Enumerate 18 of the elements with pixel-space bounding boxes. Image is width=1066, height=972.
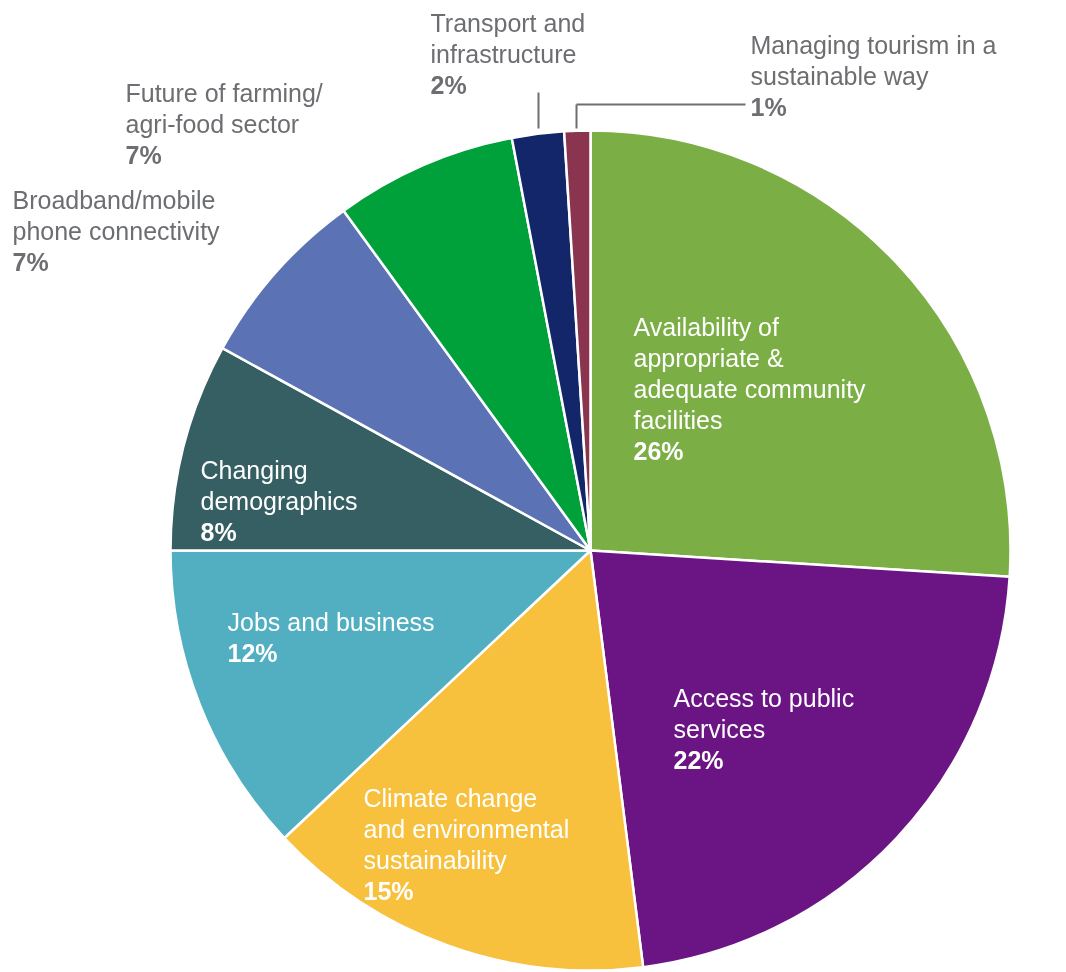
slice-label: Access to public services [673, 683, 855, 743]
data-label: 15% [363, 876, 414, 905]
slice-label: Climate change and environmental sustainability [363, 783, 570, 874]
data-label: 8% [200, 517, 237, 546]
data-label: 26% [633, 436, 684, 465]
slice-label: Broadband/mobile phone connectivity [12, 185, 221, 245]
data-label: 1% [750, 92, 787, 121]
slice-label: Changing demographics [200, 455, 358, 515]
slice-label: Future of farming/ agri-food sector [125, 78, 323, 138]
data-label: 7% [125, 140, 162, 169]
slice-label: Availability of appropriate & adequate community facilities [633, 312, 867, 434]
slice-label: Transport and infrastructure [430, 8, 586, 68]
data-label: 22% [673, 745, 724, 774]
slice-label: Jobs and business [227, 607, 435, 636]
data-label: 7% [12, 247, 49, 276]
data-label: 12% [227, 638, 278, 667]
data-label: 2% [430, 70, 467, 99]
slice-label: Managing tourism in a sustainable way [750, 30, 997, 90]
